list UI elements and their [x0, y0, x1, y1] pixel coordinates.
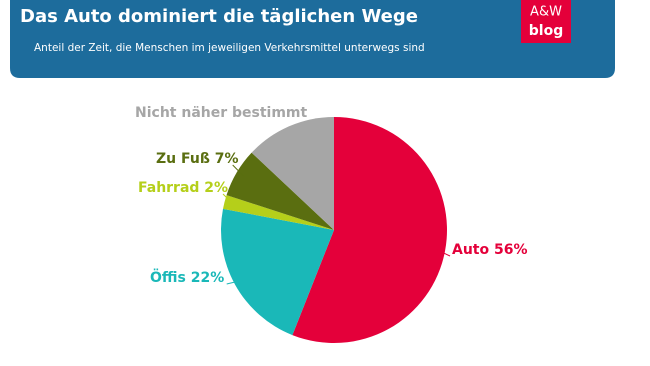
chart-title: Das Auto dominiert die täglichen Wege [20, 6, 418, 27]
pie-slice [251, 117, 334, 230]
leader-line [232, 164, 245, 178]
logo-text: blog [529, 23, 563, 39]
slice-label: Zu Fuß 7% [156, 151, 239, 167]
chart-subtitle: Anteil der Zeit, die Menschen im jeweili… [34, 42, 425, 54]
slice-label: Auto 56% [452, 242, 528, 258]
slice-label: Fahrrad 2% [138, 180, 228, 196]
leader-line [435, 249, 451, 257]
pie-slice [221, 208, 334, 336]
leader-line [226, 279, 244, 285]
slice-label: Öffis 22% [150, 268, 224, 286]
logo [521, 0, 571, 43]
logo-text: A&W [530, 5, 562, 20]
header-banner [10, 0, 615, 78]
pie-slice [226, 152, 334, 230]
leader-line [222, 193, 234, 205]
slice-label: Nicht näher bestimmt [135, 105, 308, 121]
pie-slice [223, 195, 334, 230]
pie-slice [292, 117, 447, 343]
